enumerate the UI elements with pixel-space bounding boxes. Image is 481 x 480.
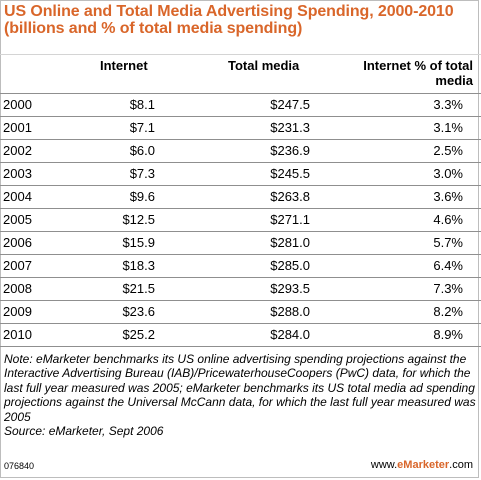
cell-internet: $7.3	[129, 166, 155, 181]
cell-internet-pct: 8.2%	[433, 304, 463, 319]
cell-total-media: $245.5	[270, 166, 310, 181]
cell-internet: $12.5	[122, 212, 155, 227]
table-row: 2002 $6.0 $236.9 2.5%	[0, 139, 481, 162]
footnote-source: Source: eMarketer, Sept 2006	[4, 424, 164, 439]
cell-internet: $7.1	[129, 120, 155, 135]
column-header-internet-pct: Internet % of total media	[363, 58, 473, 88]
cell-year: 2001	[3, 120, 32, 135]
cell-internet: $25.2	[122, 327, 155, 342]
footer-url: www.eMarketer.com	[371, 459, 473, 471]
cell-total-media: $231.3	[270, 120, 310, 135]
cell-internet-pct: 3.6%	[433, 189, 463, 204]
cell-internet-pct: 7.3%	[433, 281, 463, 296]
cell-internet-pct: 3.3%	[433, 97, 463, 112]
cell-total-media: $271.1	[270, 212, 310, 227]
cell-total-media: $281.0	[270, 235, 310, 250]
table-row: 2007 $18.3 $285.0 6.4%	[0, 254, 481, 277]
column-header-internet: Internet	[100, 58, 148, 73]
cell-total-media: $284.0	[270, 327, 310, 342]
data-table: Internet Total media Internet % of total…	[0, 54, 481, 347]
cell-year: 2004	[3, 189, 32, 204]
cell-total-media: $247.5	[270, 97, 310, 112]
table-row: 2009 $23.6 $288.0 8.2%	[0, 300, 481, 323]
table-row: 2010 $25.2 $284.0 8.9%	[0, 323, 481, 347]
column-header-total-media: Total media	[228, 58, 300, 73]
table-row: 2001 $7.1 $231.3 3.1%	[0, 116, 481, 139]
cell-internet-pct: 3.0%	[433, 166, 463, 181]
cell-year: 2006	[3, 235, 32, 250]
footer-brand: eMarketer	[397, 459, 450, 471]
chart-title: US Online and Total Media Advertising Sp…	[4, 3, 454, 37]
cell-internet: $21.5	[122, 281, 155, 296]
cell-total-media: $236.9	[270, 143, 310, 158]
cell-internet: $15.9	[122, 235, 155, 250]
table-row: 2008 $21.5 $293.5 7.3%	[0, 277, 481, 300]
footnote: Note: eMarketer benchmarks its US online…	[4, 352, 476, 438]
cell-total-media: $285.0	[270, 258, 310, 273]
table-row: 2003 $7.3 $245.5 3.0%	[0, 162, 481, 185]
cell-year: 2005	[3, 212, 32, 227]
table-header-row: Internet Total media Internet % of total…	[0, 54, 481, 93]
cell-internet-pct: 2.5%	[433, 143, 463, 158]
cell-internet: $18.3	[122, 258, 155, 273]
cell-internet-pct: 8.9%	[433, 327, 463, 342]
cell-total-media: $263.8	[270, 189, 310, 204]
table-row: 2004 $9.6 $263.8 3.6%	[0, 185, 481, 208]
cell-total-media: $293.5	[270, 281, 310, 296]
table-row: 2006 $15.9 $281.0 5.7%	[0, 231, 481, 254]
table-row: 2000 $8.1 $247.5 3.3%	[0, 93, 481, 116]
table-row: 2005 $12.5 $271.1 4.6%	[0, 208, 481, 231]
footer-url-suffix: .com	[449, 459, 473, 471]
footer-url-prefix: www.	[370, 459, 398, 471]
cell-year: 2000	[3, 97, 32, 112]
table-body: 2000 $8.1 $247.5 3.3% 2001 $7.1 $231.3 3.1% 2002…	[0, 93, 481, 347]
cell-year: 2002	[3, 143, 32, 158]
cell-year: 2007	[3, 258, 32, 273]
cell-internet-pct: 4.6%	[433, 212, 463, 227]
cell-year: 2003	[3, 166, 32, 181]
cell-year: 2009	[3, 304, 32, 319]
cell-internet: $6.0	[129, 143, 155, 158]
cell-total-media: $288.0	[270, 304, 310, 319]
cell-internet: $8.1	[129, 97, 155, 112]
cell-internet-pct: 5.7%	[433, 235, 463, 250]
cell-internet-pct: 3.1%	[433, 120, 463, 135]
cell-year: 2008	[3, 281, 32, 296]
cell-internet-pct: 6.4%	[433, 258, 463, 273]
footnote-note: Note: eMarketer benchmarks its US online…	[4, 352, 476, 424]
chart-id: 076840	[4, 461, 35, 471]
cell-internet: $23.6	[122, 304, 155, 319]
cell-internet: $9.6	[129, 189, 155, 204]
cell-year: 2010	[3, 327, 32, 342]
